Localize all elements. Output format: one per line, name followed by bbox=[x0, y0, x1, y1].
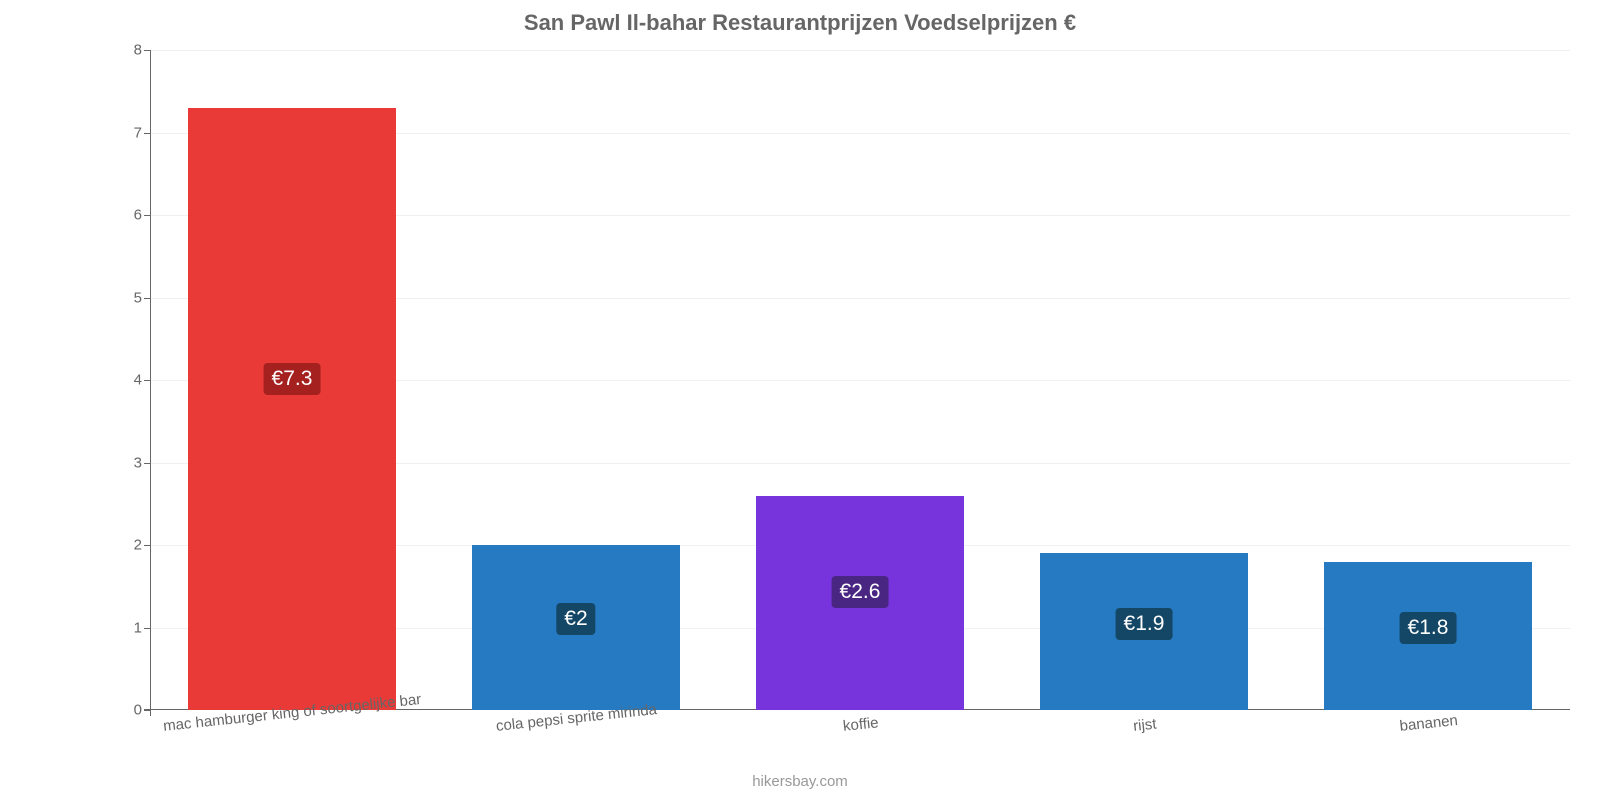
x-tick-label: rijst bbox=[1132, 716, 1157, 735]
source-attribution: hikersbay.com bbox=[0, 773, 1600, 790]
y-tick-label: 6 bbox=[134, 207, 142, 224]
bar-value-badge: €7.3 bbox=[264, 363, 321, 395]
y-tick-label: 4 bbox=[134, 372, 142, 389]
plot-area: 012345678€7.3mac hamburger king of soort… bbox=[150, 50, 1570, 710]
y-axis bbox=[150, 50, 151, 716]
y-tick-label: 8 bbox=[134, 42, 142, 59]
y-tick-label: 7 bbox=[134, 124, 142, 141]
bar-value-badge: €2 bbox=[556, 603, 595, 635]
x-tick-label: koffie bbox=[842, 714, 879, 735]
bar-value-badge: €2.6 bbox=[832, 576, 889, 608]
chart-title: San Pawl Il-bahar Restaurantprijzen Voed… bbox=[0, 0, 1600, 36]
y-tick-label: 0 bbox=[134, 702, 142, 719]
bar-value-badge: €1.8 bbox=[1400, 612, 1457, 644]
bar: €7.3 bbox=[188, 108, 395, 710]
bar: €1.9 bbox=[1040, 553, 1247, 710]
bar: €2.6 bbox=[756, 496, 963, 711]
x-tick-label: bananen bbox=[1399, 712, 1459, 735]
y-tick-label: 2 bbox=[134, 537, 142, 554]
bar-value-badge: €1.9 bbox=[1116, 608, 1173, 640]
y-tick-label: 1 bbox=[134, 619, 142, 636]
bar: €1.8 bbox=[1324, 562, 1531, 711]
bar: €2 bbox=[472, 545, 679, 710]
y-tick-label: 3 bbox=[134, 454, 142, 471]
gridline bbox=[150, 50, 1570, 51]
y-tick-label: 5 bbox=[134, 289, 142, 306]
